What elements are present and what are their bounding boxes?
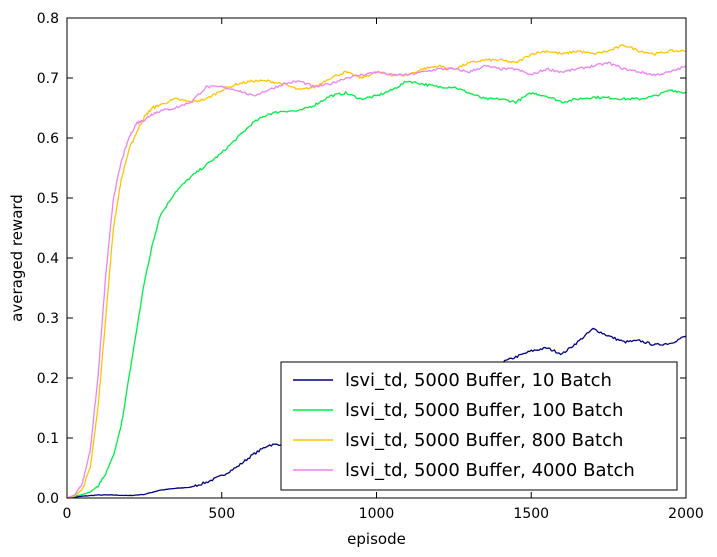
- x-axis-label: episode: [347, 530, 406, 548]
- legend-label: lsvi_td, 5000 Buffer, 100 Batch: [345, 400, 623, 421]
- x-tick-label: 1500: [513, 506, 549, 522]
- y-tick-label: 0.3: [37, 311, 59, 327]
- series-line-2: [66, 80, 687, 499]
- x-tick-label: 0: [63, 506, 72, 522]
- series-line-3: [66, 44, 687, 499]
- y-tick-label: 0.1: [37, 431, 59, 447]
- x-tick-label: 1000: [359, 506, 395, 522]
- y-tick-label: 0.6: [37, 131, 59, 147]
- y-tick-label: 0.7: [37, 71, 59, 87]
- legend-label: lsvi_td, 5000 Buffer, 4000 Batch: [345, 460, 635, 481]
- y-tick-label: 0.8: [37, 11, 59, 27]
- legend-label: lsvi_td, 5000 Buffer, 10 Batch: [345, 370, 612, 391]
- y-tick-label: 0.5: [37, 191, 59, 207]
- legend-box: [280, 361, 678, 491]
- y-axis-label: averaged reward: [8, 194, 26, 322]
- y-tick-label: 0.4: [37, 251, 59, 267]
- x-tick-label: 500: [208, 506, 235, 522]
- axis-ticks: 0 500 1000 1500 2000 0.0 0.1 0.2 0.3 0.4 0.5 0.6 0.7…: [37, 11, 704, 522]
- y-tick-label: 0.0: [37, 491, 59, 507]
- x-tick-label: 2000: [668, 506, 704, 522]
- plot-lines: [66, 44, 687, 499]
- series-line-4: [66, 61, 687, 499]
- legend: lsvi_td, 5000 Buffer, 10 Batch lsvi_td, 5…: [280, 361, 678, 491]
- legend-label: lsvi_td, 5000 Buffer, 800 Batch: [345, 430, 623, 451]
- y-tick-label: 0.2: [37, 371, 59, 387]
